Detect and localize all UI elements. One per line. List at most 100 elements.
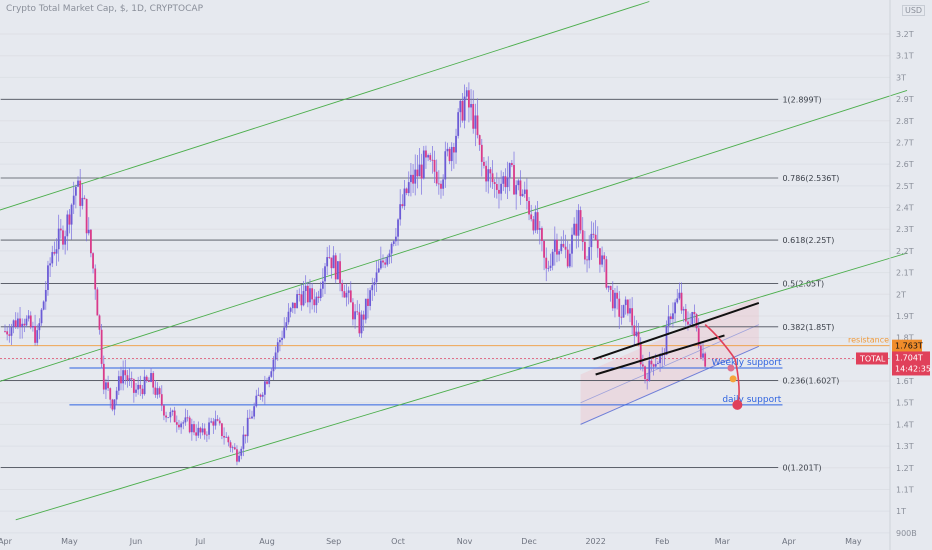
y-tick-label: 2.7T [896, 138, 914, 147]
channel-lower-line [580, 345, 760, 425]
candle-body [259, 394, 262, 397]
y-tick-label: 3.1T [896, 52, 914, 61]
candle-body [94, 268, 97, 290]
candle-body [21, 323, 24, 328]
candle-body [296, 294, 298, 309]
candle-body [83, 197, 86, 199]
candle-body [298, 294, 301, 295]
x-tick-label: 2022 [585, 537, 605, 546]
candle-body [502, 176, 505, 184]
candle-body [306, 285, 309, 303]
candle-body [669, 316, 672, 320]
candle-body [394, 236, 397, 242]
candle-body [515, 185, 518, 195]
candle-body [543, 240, 545, 258]
candle-body [294, 302, 296, 309]
candle-body [680, 292, 683, 311]
candle-body [51, 252, 54, 264]
candle-body [319, 288, 322, 299]
current-price-text: 1.704T [895, 353, 923, 362]
candle-body [489, 169, 492, 174]
currency-label: USD [902, 5, 926, 16]
candle-body [300, 294, 303, 306]
candle-body [315, 296, 318, 306]
candle-body [356, 311, 359, 313]
y-tick-label: 900B [896, 529, 917, 538]
candle-body [253, 406, 256, 417]
candle-body [399, 204, 402, 220]
candle-body [163, 405, 165, 416]
candle-body [143, 376, 146, 395]
candle-body [493, 182, 496, 185]
candle-body [384, 262, 387, 265]
candle-body [268, 376, 271, 384]
candle-body [87, 229, 90, 234]
candle-body [25, 318, 28, 326]
candle-body [156, 388, 159, 395]
candle-body [528, 200, 530, 215]
candle-body [238, 455, 241, 462]
resistance-price-tag [892, 339, 922, 352]
candle-body [139, 384, 142, 389]
candle-body [659, 356, 661, 364]
candle-body [485, 165, 487, 182]
candle-body [221, 423, 223, 436]
projection-path [704, 324, 740, 406]
candle-body [66, 214, 69, 237]
candle-body [455, 135, 457, 153]
candle-body [287, 311, 290, 323]
chart-title: Crypto Total Market Cap, $, 1D, CRYPTOCA… [6, 4, 203, 14]
candle-body [12, 320, 15, 328]
candle-body [586, 259, 588, 261]
candle-body [283, 327, 286, 338]
candle-body [169, 411, 172, 418]
candle-body [369, 290, 372, 306]
candle-body [289, 308, 292, 312]
candle-body [111, 399, 114, 410]
y-tick-label: 2.6T [896, 160, 914, 169]
candle-body [693, 311, 696, 315]
candle-body [414, 169, 417, 184]
candle-body [186, 417, 189, 419]
candle-body [233, 447, 236, 450]
candle-body [122, 370, 125, 384]
candle-body [652, 364, 655, 367]
y-tick-label: 1.5T [896, 399, 914, 408]
candle-body [47, 265, 49, 291]
y-tick-label: 2.2T [896, 247, 914, 256]
candle-body [530, 214, 533, 220]
x-tick-label: May [845, 537, 862, 546]
candle-body [193, 424, 195, 433]
candle-body [77, 180, 79, 187]
x-tick-label: Apr [782, 537, 797, 546]
candle-body [480, 144, 483, 162]
candle-body [536, 212, 539, 230]
candle-body [345, 292, 348, 298]
candle-body [42, 301, 45, 310]
candle-body [223, 435, 225, 438]
candle-body [29, 315, 32, 328]
x-tick-label: Aug [259, 537, 275, 546]
y-tick-label: 2.3T [896, 225, 914, 234]
candle-body [8, 334, 11, 336]
support-label: Weekly support [712, 358, 782, 368]
candle-body [560, 243, 563, 252]
candle-body [379, 260, 382, 269]
candle-body [53, 252, 56, 254]
candle-body [624, 299, 627, 306]
candle-body [96, 289, 99, 316]
candle-body [199, 427, 202, 433]
candle-body [425, 150, 427, 158]
candle-body [115, 390, 118, 400]
projection-marker-pink [727, 364, 735, 372]
candle-body [500, 183, 503, 194]
y-tick-label: 1.6T [896, 377, 914, 386]
resistance-price-text: 1.763T [895, 342, 923, 351]
candle-body [654, 364, 657, 367]
candle-body [171, 410, 174, 412]
candle-body [251, 416, 253, 419]
candle-body [416, 169, 419, 177]
candle-body [491, 173, 494, 183]
